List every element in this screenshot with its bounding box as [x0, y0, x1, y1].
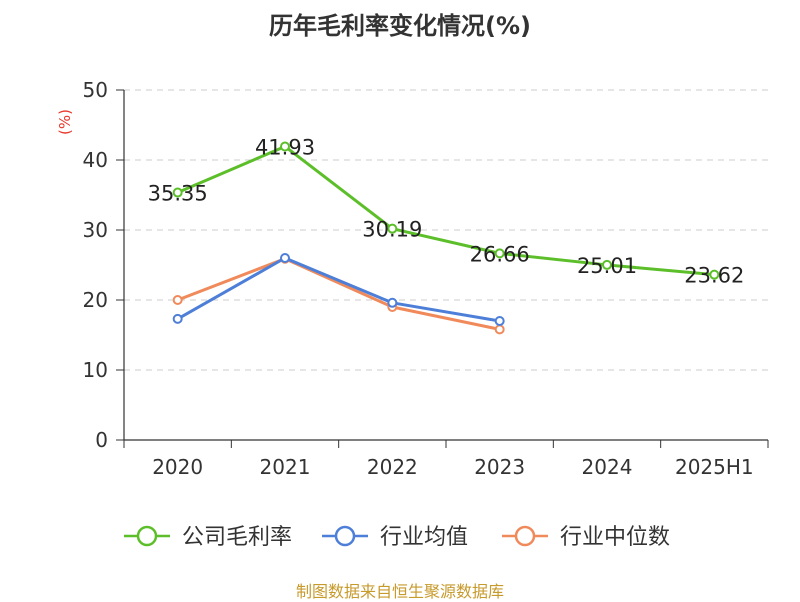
- data-point: [602, 259, 612, 270]
- source-footer: 制图数据来自恒生聚源数据库: [295, 582, 504, 601]
- data-point: [280, 141, 290, 152]
- legend-label: 行业中位数: [560, 525, 670, 550]
- data-point: [172, 187, 183, 198]
- y-tick-label: 0: [95, 428, 108, 452]
- x-tick-label: 2023: [474, 455, 525, 479]
- y-tick-label: 50: [83, 78, 108, 102]
- data-point: [494, 324, 505, 335]
- y-tick-label: 20: [83, 288, 108, 312]
- legend-item: 公司毛利率: [124, 525, 292, 550]
- chart-title: 历年毛利率变化情况(%): [269, 12, 531, 40]
- x-tick-label: 2022: [367, 455, 418, 479]
- x-tick-label: 2025H1: [675, 455, 754, 479]
- legend-marker: [136, 525, 158, 547]
- data-point: [494, 248, 505, 259]
- data-label: 26.66: [470, 242, 530, 266]
- data-label: 25.01: [577, 254, 637, 278]
- legend-label: 行业均值: [380, 525, 468, 550]
- legend-marker: [514, 525, 536, 547]
- x-tick-label: 2020: [152, 455, 203, 479]
- series-line: [177, 257, 500, 331]
- data-point: [387, 223, 398, 234]
- data-point: [387, 297, 398, 308]
- data-point: [280, 253, 290, 263]
- data-label: 30.19: [362, 218, 422, 242]
- y-tick-label: 30: [83, 218, 108, 242]
- y-tick-label: 40: [83, 148, 108, 172]
- data-label: 41.93: [255, 135, 315, 159]
- data-point: [172, 313, 183, 324]
- legend-marker: [334, 525, 356, 547]
- legend-item: 行业均值: [322, 525, 468, 550]
- legend-item: 行业中位数: [502, 525, 670, 550]
- series-line: [177, 144, 715, 277]
- y-tick-label: 10: [83, 358, 108, 382]
- legend-label: 公司毛利率: [182, 525, 292, 550]
- data-point: [709, 269, 720, 280]
- x-tick-label: 2024: [582, 455, 633, 479]
- data-label: 23.62: [684, 264, 744, 288]
- data-point: [494, 316, 505, 326]
- data-label: 35.35: [148, 182, 208, 206]
- series-line: [176, 256, 500, 323]
- data-point: [172, 295, 183, 305]
- x-tick-label: 2021: [260, 455, 311, 479]
